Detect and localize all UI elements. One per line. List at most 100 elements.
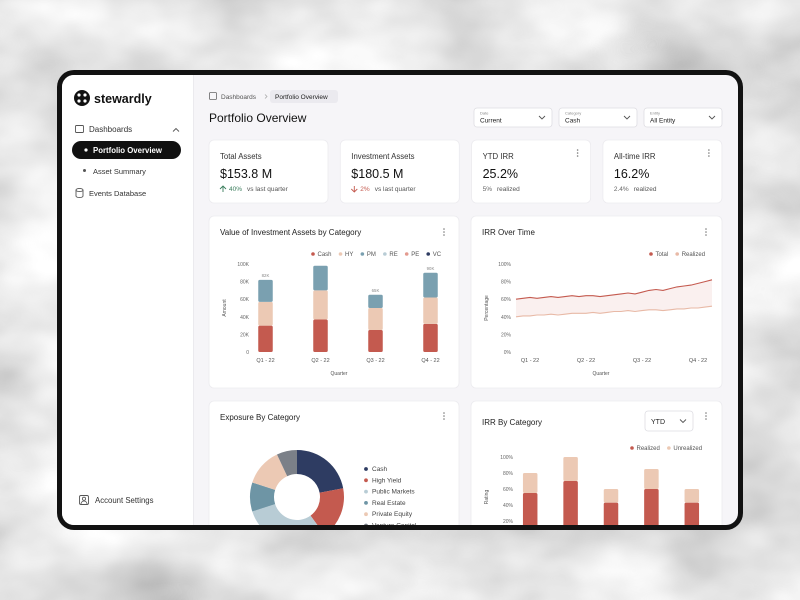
filter-value: All Entity [650, 118, 676, 125]
bar-segment [423, 297, 438, 324]
kpi-note: vs last quarter [375, 186, 417, 193]
y-tick-label: 80% [503, 471, 514, 477]
legend-swatch [630, 446, 634, 450]
legend-label: HY [345, 252, 353, 258]
y-tick-label: 40K [240, 315, 250, 321]
more-icon [443, 418, 445, 420]
x-tick-label: Q2 - 22 [577, 358, 595, 364]
nav-dot [83, 169, 86, 172]
account-icon [82, 496, 87, 501]
x-tick-label: Q1 - 22 [521, 358, 539, 364]
bar-total-label: 82K [262, 273, 270, 278]
breadcrumb-sep [264, 94, 268, 99]
y-tick-label: 60% [503, 487, 514, 493]
filter-value: Cash [565, 118, 581, 125]
logo-icon [74, 90, 90, 106]
nav-active-pill[interactable] [72, 141, 181, 159]
legend-label: Realized [637, 446, 660, 452]
kpi-value: $153.8 M [220, 167, 272, 181]
chevron-icon [708, 115, 716, 120]
donut-slice [252, 504, 325, 525]
legend-label: RE [389, 252, 397, 258]
more-icon [708, 149, 710, 151]
legend-label: Cash [372, 466, 388, 473]
kpi-change: 5% [483, 186, 493, 193]
more-icon [708, 152, 710, 154]
kpi-card [471, 139, 592, 204]
chart-title: Exposure By Category [220, 413, 300, 422]
filter-label: Category [565, 111, 581, 116]
legend-swatch [364, 467, 368, 471]
account-settings[interactable]: Account Settings [95, 496, 154, 505]
bar-segment [522, 493, 538, 525]
trend-arrow [219, 185, 227, 192]
legend-swatch [360, 252, 365, 256]
more-icon [705, 228, 707, 230]
legend-label: Total [656, 252, 669, 258]
legend-swatch [311, 252, 315, 256]
donut-slice [310, 488, 344, 525]
filter-label: Date [480, 111, 489, 116]
filter-dropdown[interactable] [473, 107, 553, 128]
line-series [515, 305, 713, 318]
y-tick-label: 0% [504, 350, 512, 356]
bar-segment [684, 489, 700, 503]
legend-swatch [364, 512, 368, 517]
database-icon [75, 190, 84, 199]
chart-title: IRR By Category [482, 418, 542, 427]
legend-label: Real Estate [372, 500, 406, 507]
x-tick-label: Q3 - 22 [366, 358, 384, 364]
period-dropdown[interactable] [644, 410, 694, 432]
bar-segment [258, 325, 273, 352]
trend-arrow [350, 186, 358, 193]
more-icon [708, 155, 710, 157]
kpi-title: All-time IRR [614, 152, 656, 161]
legend-label: Cash [318, 252, 332, 258]
line-series [515, 279, 713, 300]
legend-swatch [404, 252, 409, 256]
legend-swatch [364, 501, 368, 505]
more-icon [576, 155, 579, 157]
y-tick-label: 60% [501, 297, 512, 303]
period-value: YTD [651, 419, 665, 426]
nav-item[interactable]: Events Database [89, 189, 146, 198]
legend-label: PM [367, 252, 376, 258]
x-tick-label: Q1 - 22 [256, 358, 274, 364]
y-tick-label: 40% [503, 503, 514, 509]
legend-swatch [338, 252, 343, 256]
y-tick-label: 80% [501, 280, 512, 286]
breadcrumb-item[interactable]: Dashboards [221, 94, 257, 101]
breadcrumb-pill [270, 90, 338, 103]
chevron-icon [538, 115, 546, 120]
more-icon [705, 418, 707, 420]
y-axis-title: Percentage [484, 295, 490, 321]
brand-name: stewardly [94, 92, 152, 106]
kpi-change: 40% [229, 186, 242, 193]
bar-segment [563, 457, 578, 481]
chevron-icon [679, 419, 687, 424]
y-axis-title: Amount [222, 299, 228, 317]
kpi-note: realized [634, 186, 657, 193]
bar-segment [684, 502, 700, 525]
nav-item-active[interactable]: Portfolio Overview [93, 146, 163, 155]
y-tick-label: 0 [246, 350, 249, 356]
x-axis-title: Quarter [331, 371, 348, 377]
kpi-title: Total Assets [220, 152, 262, 161]
bar-segment [603, 502, 619, 525]
legend-swatch [383, 252, 387, 256]
y-tick-label: 20% [503, 519, 514, 525]
filter-value: Current [480, 118, 502, 125]
legend-swatch [675, 252, 679, 256]
nav-item[interactable]: Asset Summary [93, 167, 146, 176]
nav-item[interactable]: Dashboards [89, 125, 132, 134]
account-icon [80, 500, 88, 505]
y-axis-title: Rating [484, 490, 490, 505]
bar-segment [644, 489, 659, 525]
legend-label: Venture Capital [372, 523, 417, 530]
legend-label: High Yield [372, 477, 402, 484]
filter-dropdown[interactable] [558, 107, 638, 128]
filter-label: Entity [650, 111, 660, 116]
filter-dropdown[interactable] [643, 107, 723, 128]
area-between [516, 279, 712, 317]
